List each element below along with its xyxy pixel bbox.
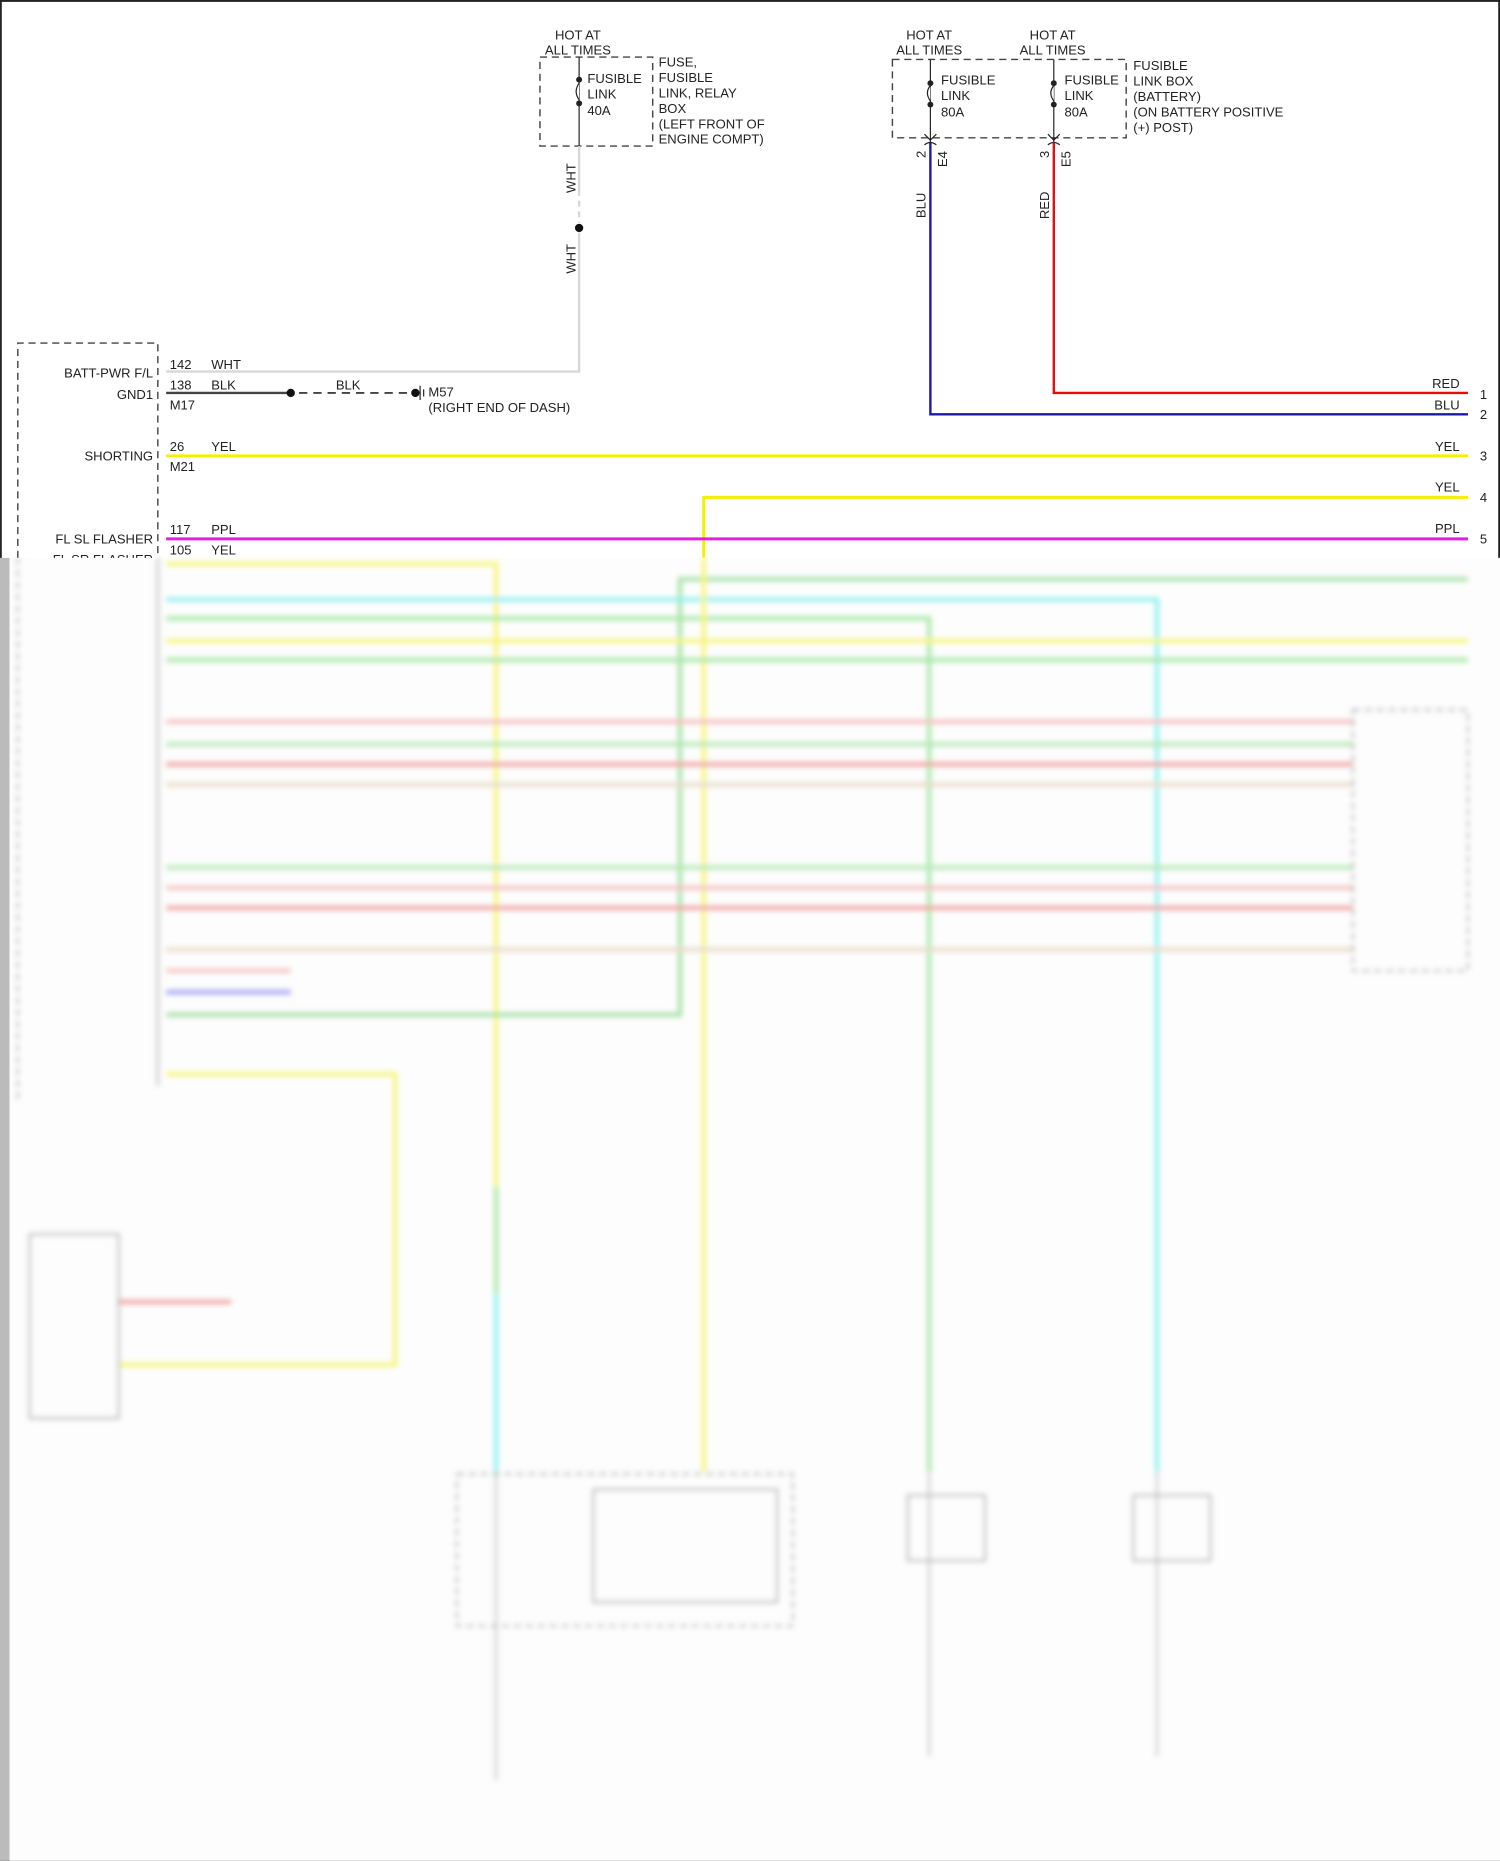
module-pins-2-conn-text: M21: [170, 459, 195, 474]
battery_box-label-4-text: (+) POST): [1133, 120, 1193, 135]
fuse_relay_box-fuse-0-text: FUSIBLE: [587, 71, 642, 86]
fuse_relay_box-wire_color-text: WHT: [564, 244, 579, 274]
fuse_relay_box-fuse-2-text: 40A: [587, 103, 611, 118]
battery_box-fuse_left-0-text: FUSIBLE: [941, 72, 996, 87]
module-pins-2-label-text: SHORTING: [84, 449, 153, 464]
blu-wire: [929, 142, 1468, 416]
fuse-relay-box: HOT AT ALL TIMES FUSIBLE LINK 40A FUSE, …: [539, 27, 765, 147]
right_terminals-3-color-text: YEL: [1435, 479, 1460, 494]
battery_box-label-2-text: (BATTERY): [1133, 89, 1201, 104]
right_terminals-0-color-text: RED: [1432, 376, 1460, 391]
battery_box-fuse_left-2-text: 80A: [941, 104, 965, 119]
ground-icon: [419, 385, 425, 401]
ground-location-text: (RIGHT END OF DASH): [428, 400, 570, 415]
fusible-link-icon: [1050, 85, 1055, 102]
module-pins-1-label-text: GND1: [117, 387, 153, 402]
battery_box-label-1-text: LINK BOX: [1133, 74, 1193, 89]
fusible-link-icon: [926, 85, 931, 102]
right-terminals: RED 1 BLU 2 YEL 3 YEL 4 PPL 5: [1432, 376, 1487, 546]
battery_box-hot_left-1-text: ALL TIMES: [896, 43, 962, 58]
fuse-terminal-icon: [576, 100, 583, 107]
battery_box-conn_right-color-text: RED: [1037, 192, 1052, 220]
fuse_relay_box-label-4-text: (LEFT FRONT OF: [659, 116, 765, 131]
fusible-link-icon: [575, 82, 580, 101]
battery_box-fuse_right-2-text: 80A: [1064, 104, 1088, 119]
module-pins-0-label-text: BATT-PWR F/L: [64, 365, 153, 380]
right_terminals-1-num-text: 2: [1480, 407, 1487, 422]
battery-fusible-link-box: HOT AT ALL TIMES HOT AT ALL TIMES FUSIBL…: [891, 27, 1284, 167]
battery_box-hot_right-1-text: ALL TIMES: [1020, 43, 1086, 58]
right_terminals-2-color-text: YEL: [1435, 439, 1460, 454]
module-pins-3-label-text: FL SL FLASHER: [55, 532, 153, 547]
fuse_relay_box-fuse-1-text: LINK: [587, 87, 616, 102]
fuse_relay_box-label-0-text: FUSE,: [659, 55, 697, 70]
module-pins-4-color-text: YEL: [211, 542, 236, 557]
battery_box-conn_right-id-text: E5: [1058, 151, 1073, 167]
blurred-lower-diagram: [0, 557, 1500, 1861]
ground-wire-text: BLK: [336, 377, 361, 392]
module-pins-3-color-text: PPL: [211, 522, 236, 537]
right_terminals-0-num-text: 1: [1480, 387, 1487, 402]
fuse_relay_box-hot-0-text: HOT AT: [555, 27, 601, 42]
splice-icon: [574, 223, 584, 233]
fuse_relay_box-label-1-text: FUSIBLE: [659, 70, 714, 85]
battery_box-label-0-text: FUSIBLE: [1133, 58, 1188, 73]
right_terminals-1-color-text: BLU: [1434, 398, 1459, 413]
battery_box-conn_left-id-text: E4: [935, 151, 950, 167]
right_terminals-2-num-text: 3: [1480, 449, 1487, 464]
module-pins-1-pin-text: 138: [170, 377, 192, 392]
wht-wire: WHT WHT: [166, 146, 584, 373]
right_terminals-4-color-text: PPL: [1435, 521, 1460, 536]
right_terminals-4-num-text: 5: [1480, 532, 1487, 547]
battery_box-conn_right-pin-text: 3: [1037, 151, 1052, 158]
fuse-terminal-icon: [576, 76, 583, 83]
battery_box-fuse_right-0-text: FUSIBLE: [1064, 72, 1119, 87]
module-pins-2-color-text: YEL: [211, 439, 236, 454]
module-pins-1-conn-text: M17: [170, 398, 195, 413]
fuse_relay_box-label-5-text: ENGINE COMPT): [659, 132, 764, 147]
right_terminals-3-num-text: 4: [1480, 490, 1487, 505]
module-pins-3-pin-text: 117: [170, 522, 191, 537]
red-wire: [1052, 142, 1468, 395]
battery_box-fuse_right-1-text: LINK: [1064, 88, 1093, 103]
battery_box-label-3-text: (ON BATTERY POSITIVE: [1133, 104, 1283, 119]
battery_box-fuse_left-1-text: LINK: [941, 88, 970, 103]
module-pins-0-color-text: WHT: [211, 357, 241, 372]
fuse_relay_box-label-3-text: BOX: [659, 101, 687, 116]
battery_box-hot_right-0-text: HOT AT: [1030, 27, 1076, 42]
battery_box-conn_left-pin-text: 2: [914, 151, 929, 158]
fuse_relay_box-hot-1-text: ALL TIMES: [545, 43, 611, 58]
battery_box-conn_left-color-text: BLU: [914, 193, 929, 218]
ground-id-text: M57: [428, 384, 453, 399]
fuse_relay_box-label-2-text: LINK, RELAY: [659, 85, 737, 100]
battery_box-hot_left-0-text: HOT AT: [906, 27, 952, 42]
module-pins-2-pin-text: 26: [170, 439, 185, 454]
module-pins-0-pin-text: 142: [170, 357, 192, 372]
ground-m57: BLK M57 (RIGHT END OF DASH): [166, 377, 570, 415]
module-pins-4-pin-text: 105: [170, 542, 192, 557]
fuse_relay_box-wire_color-text: WHT: [564, 163, 579, 193]
module-pins-1-color-text: BLK: [211, 377, 236, 392]
